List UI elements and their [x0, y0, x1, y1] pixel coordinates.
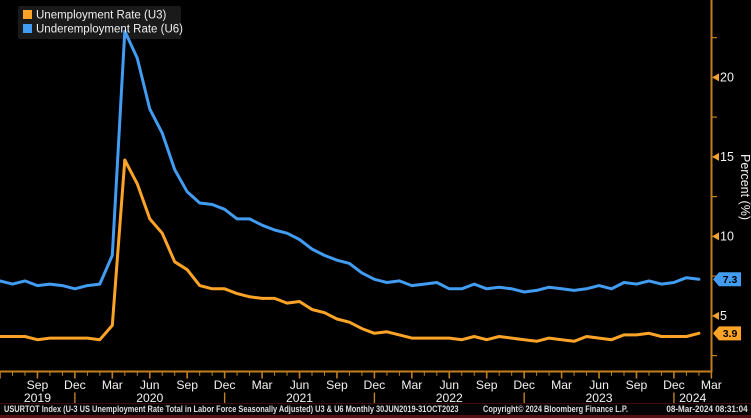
- value-badge-label: 7.3: [723, 274, 738, 286]
- x-tick-label: Jun: [589, 378, 609, 392]
- footer-copyright: Copyright© 2024 Bloomberg Finance L.P.: [483, 404, 628, 415]
- y-major-tick: [712, 311, 719, 320]
- x-tick-label: Mar: [102, 378, 123, 392]
- x-tick-label: Mar: [701, 378, 722, 392]
- year-label: 2020: [136, 391, 163, 405]
- x-tick-label: Dec: [214, 378, 236, 392]
- x-tick-label: Dec: [513, 378, 535, 392]
- y-tick-label: 20: [720, 71, 734, 85]
- y-tick-label: 5: [720, 309, 727, 323]
- legend-box: [18, 6, 181, 39]
- y-major-tick: [712, 73, 719, 82]
- legend-label-u6[interactable]: Underemployment Rate (U6): [36, 24, 183, 36]
- x-tick-label: Sep: [27, 378, 49, 392]
- x-tick-label: Jun: [140, 378, 160, 392]
- x-tick-label: Jun: [439, 378, 459, 392]
- year-label: 2019: [24, 391, 51, 405]
- x-tick-label: Sep: [326, 378, 348, 392]
- x-tick-label: Mar: [401, 378, 422, 392]
- year-label: 2022: [436, 391, 463, 405]
- x-tick-label: Mar: [551, 378, 572, 392]
- bottom-stripe: [0, 415, 751, 418]
- series-line-u6: [0, 29, 701, 294]
- y-major-tick: [712, 232, 719, 241]
- x-tick-label: Sep: [476, 378, 498, 392]
- y-tick-label: 15: [720, 150, 734, 164]
- legend-label-u3[interactable]: Unemployment Rate (U3): [36, 10, 167, 22]
- value-badge: [713, 272, 741, 287]
- year-label: 2023: [585, 391, 612, 405]
- y-major-tick: [712, 152, 719, 161]
- legend: Unemployment Rate (U3) Underemployment R…: [23, 10, 183, 36]
- y-axis-title: Percent (%): [738, 154, 751, 220]
- x-tick-label: Dec: [64, 378, 86, 392]
- year-label: 2021: [286, 391, 313, 405]
- year-label: 2024: [679, 391, 706, 405]
- value-badge-label: 3.9: [723, 328, 738, 340]
- footer-timestamp: 08-Mar-2024 08:31:04: [666, 404, 748, 415]
- y-tick-label: 10: [720, 230, 734, 244]
- footer-description: USURTOT Index (U-3 US Unemployment Rate …: [4, 404, 459, 415]
- x-tick-label: Jun: [290, 378, 310, 392]
- x-tick-label: Mar: [252, 378, 273, 392]
- x-tick-label: Sep: [176, 378, 198, 392]
- x-tick-label: Sep: [626, 378, 648, 392]
- footer-bar: USURTOT Index (U-3 US Unemployment Rate …: [0, 403, 751, 416]
- axes: 5 10 15 20 Sep Dec Mar Jun Sep Dec Mar Jun Sep Dec Mar…: [0, 0, 734, 405]
- series-lines: [0, 29, 701, 343]
- value-badge: [713, 326, 741, 341]
- x-tick-label: Dec: [364, 378, 386, 392]
- x-tick-label: Dec: [663, 378, 685, 392]
- legend-swatch-u6: [23, 24, 32, 33]
- series-line-u3: [0, 158, 701, 343]
- last-value-badges: 7.3 3.9: [713, 272, 741, 341]
- legend-swatch-u3: [23, 10, 32, 19]
